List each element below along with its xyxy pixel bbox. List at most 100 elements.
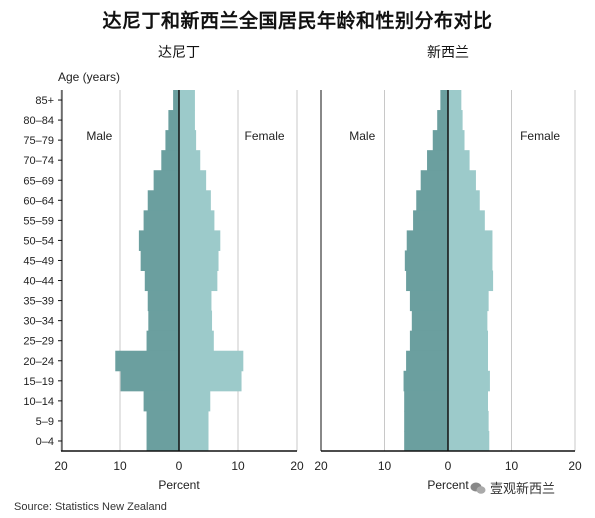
x-tick-label: 20 [568, 459, 582, 473]
x-tick-label: 10 [378, 459, 392, 473]
male-bar [168, 110, 179, 131]
y-tick-label: 35–39 [23, 296, 54, 308]
female-bar [179, 270, 218, 292]
male-bar [173, 90, 179, 111]
y-tick-label: 30–34 [23, 316, 54, 328]
x-tick-label: 10 [505, 459, 519, 473]
x-tick-label: 20 [54, 459, 68, 473]
female-bar [179, 190, 211, 211]
female-bar [448, 390, 489, 412]
y-tick-label: 65–69 [23, 175, 54, 187]
female-bar [179, 370, 242, 392]
male-bar [406, 350, 448, 372]
female-bar [448, 430, 490, 452]
female-bar [179, 330, 214, 352]
female-bar [179, 230, 221, 251]
male-bar [115, 350, 179, 372]
watermark: 壹观新西兰 [470, 478, 555, 497]
y-tick-label: 25–29 [23, 336, 54, 348]
x-axis-label: Percent [427, 478, 469, 492]
male-bar [404, 430, 448, 452]
male-bar [140, 250, 179, 271]
male-bar [409, 330, 448, 352]
male-bar [406, 270, 448, 292]
male-bar [161, 150, 179, 171]
x-axis-label: Percent [158, 478, 200, 492]
male-bar [440, 90, 448, 111]
y-tick-label: 10–14 [23, 396, 54, 408]
chat-bubbles-icon [470, 482, 486, 494]
female-bar [179, 210, 215, 231]
male-bar [146, 410, 179, 432]
male-bar [403, 370, 448, 392]
female-label: Female [520, 129, 560, 143]
male-bar [146, 330, 179, 352]
female-bar [448, 90, 462, 111]
female-bar [448, 110, 463, 131]
y-tick-label: 50–54 [23, 235, 54, 247]
source-note: Source: Statistics New Zealand [14, 501, 167, 513]
panel-title: 新西兰 [427, 45, 469, 61]
female-bar [448, 150, 470, 171]
female-bar [448, 330, 489, 352]
female-bar [179, 130, 197, 151]
page-title: 达尼丁和新西兰全国居民年龄和性别分布对比 [102, 10, 493, 32]
male-bar [411, 310, 448, 332]
x-tick-label: 20 [290, 459, 304, 473]
male-bar [406, 230, 448, 251]
male-bar [413, 210, 448, 231]
female-bar [448, 190, 480, 211]
female-bar [448, 310, 488, 332]
y-tick-label: 85+ [35, 95, 54, 107]
female-bar [179, 250, 219, 271]
male-bar [138, 230, 179, 251]
male-bar [120, 370, 179, 392]
female-bar [179, 350, 244, 372]
male-bar [143, 210, 179, 231]
female-bar [448, 250, 493, 271]
x-tick-label: 10 [113, 459, 127, 473]
y-tick-label: 45–49 [23, 255, 54, 267]
male-bar [165, 130, 179, 151]
female-bar [179, 170, 207, 191]
female-bar [179, 410, 209, 432]
y-tick-label: 55–59 [23, 215, 54, 227]
y-tick-label: 70–74 [23, 155, 54, 167]
female-bar [448, 170, 476, 191]
female-bar [448, 270, 494, 292]
x-tick-label: 0 [176, 459, 183, 473]
male-bar [143, 390, 179, 412]
male-bar [153, 170, 179, 191]
male-bar [404, 410, 448, 432]
female-bar [448, 130, 465, 151]
female-bar [179, 150, 201, 171]
y-tick-label: 75–79 [23, 135, 54, 147]
y-tick-label: 20–24 [23, 356, 54, 368]
male-bar [147, 290, 179, 312]
male-bar [437, 110, 448, 131]
y-tick-label: 0–4 [36, 436, 54, 448]
female-label: Female [245, 129, 285, 143]
male-bar [147, 190, 179, 211]
male-bar [146, 430, 179, 452]
male-bar [432, 130, 448, 151]
female-bar [179, 430, 209, 452]
female-bar [179, 310, 213, 332]
male-bar [427, 150, 448, 171]
male-bar [148, 310, 179, 332]
male-label: Male [86, 129, 112, 143]
y-tick-label: 80–84 [23, 115, 54, 127]
female-bar [179, 390, 211, 412]
female-bar [448, 410, 489, 432]
y-tick-label: 40–44 [23, 276, 54, 288]
y-axis-label: Age (years) [58, 70, 120, 84]
male-bar [409, 290, 448, 312]
female-bar [448, 370, 490, 392]
x-tick-label: 20 [314, 459, 328, 473]
female-bar [448, 350, 489, 372]
male-bar [404, 390, 448, 412]
male-label: Male [349, 129, 375, 143]
male-bar [420, 170, 448, 191]
female-bar [179, 290, 212, 312]
